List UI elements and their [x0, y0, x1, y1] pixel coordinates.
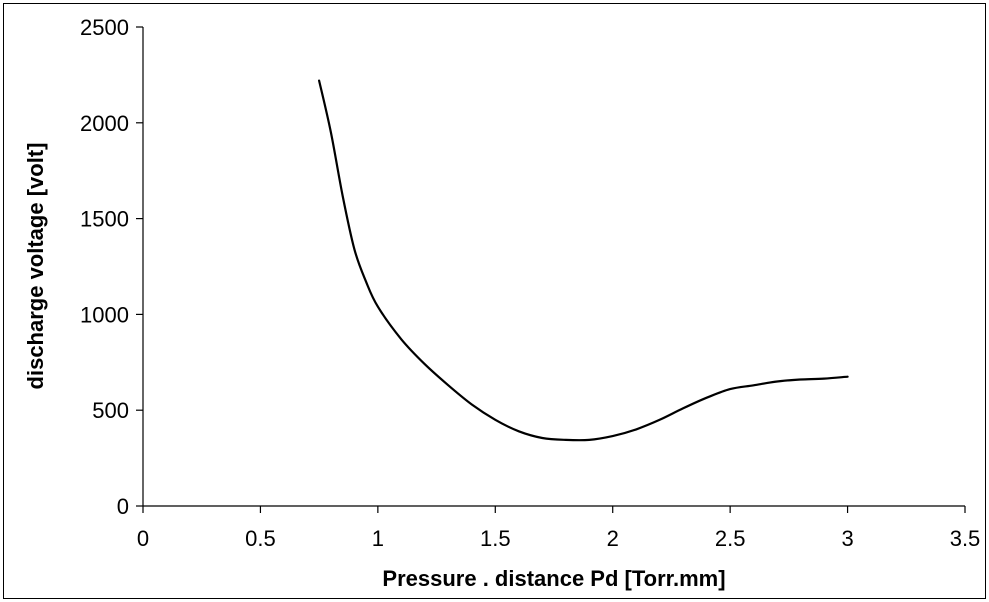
x-tick-label: 2.5 — [715, 526, 746, 551]
x-tick-label: 2 — [607, 526, 619, 551]
y-axis-title: discharge voltage [volt] — [23, 143, 48, 390]
y-tick-label: 500 — [92, 398, 129, 423]
chart-frame — [3, 3, 986, 599]
x-tick-label: 0 — [137, 526, 149, 551]
x-axis-title: Pressure . distance Pd [Torr.mm] — [382, 566, 725, 591]
y-tick-label: 1000 — [80, 302, 129, 327]
y-tick-label: 2500 — [80, 15, 129, 40]
x-tick-label: 3.5 — [950, 526, 981, 551]
y-tick-label: 1500 — [80, 207, 129, 232]
x-tick-label: 0.5 — [245, 526, 276, 551]
y-tick-label: 2000 — [80, 111, 129, 136]
y-tick-label: 0 — [117, 494, 129, 519]
x-tick-label: 1.5 — [480, 526, 511, 551]
x-tick-label: 3 — [841, 526, 853, 551]
discharge-voltage-line — [318, 79, 849, 442]
x-tick-label: 1 — [372, 526, 384, 551]
